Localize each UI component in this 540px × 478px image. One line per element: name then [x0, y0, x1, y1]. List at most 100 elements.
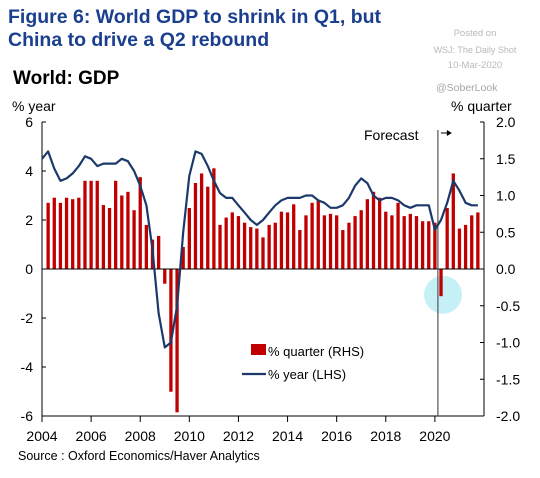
bar-quarter	[163, 269, 167, 284]
bar-quarter	[439, 269, 443, 297]
bar-quarter	[175, 269, 179, 413]
bar-quarter	[451, 173, 455, 269]
bar-quarter	[470, 215, 474, 269]
bar-quarter	[365, 199, 370, 269]
right-tick-label: -1.0	[496, 335, 520, 351]
bar-quarter	[193, 183, 198, 269]
bar-quarter	[322, 215, 327, 269]
bar-quarter	[156, 235, 161, 269]
figure-title: Figure 6: World GDP to shrink in Q1, but…	[8, 6, 382, 51]
bar-quarter	[218, 224, 222, 269]
x-tick-label: 2016	[321, 428, 352, 444]
bar-quarter	[52, 197, 56, 269]
left-tick-label: -4	[21, 359, 34, 375]
bar-quarter	[132, 210, 136, 269]
forecast-annotation: Forecast	[364, 127, 419, 143]
bar-quarter	[169, 269, 173, 392]
x-tick-label: 2014	[272, 428, 303, 444]
bar-quarter	[101, 205, 106, 269]
bar-quarter	[224, 217, 228, 269]
bar-quarter	[408, 213, 412, 269]
bar-quarter	[64, 197, 69, 269]
right-tick-label: -0.5	[496, 298, 520, 314]
bar-quarter	[71, 199, 75, 269]
bar-quarter	[359, 210, 363, 269]
bar-quarter	[310, 202, 314, 269]
bar-quarter	[476, 212, 480, 269]
left-tick-label: -6	[21, 408, 34, 424]
bar-quarter	[261, 237, 265, 269]
axes-layer: 6 4 2 0 -2 -4 -6 2.0 1.5 1.0 0.5 0.0 -0.5 -1.0 -1.5 -2.…	[21, 114, 521, 444]
x-tick-label: 2004	[26, 428, 57, 444]
forecast-arrow-head	[446, 130, 452, 136]
bar-quarter	[126, 191, 130, 269]
bar-quarter	[273, 222, 277, 269]
bar-quarter	[212, 168, 216, 269]
bar-quarter	[402, 216, 406, 269]
left-tick-label: 4	[25, 163, 33, 179]
bar-quarter	[292, 204, 296, 269]
bar-quarter	[206, 186, 210, 269]
bar-quarter	[298, 230, 302, 269]
bar-quarter	[58, 202, 63, 269]
line-layer	[41, 150, 478, 376]
posted-on-text: Posted on	[453, 28, 497, 39]
x-tick-label: 2020	[419, 428, 450, 444]
right-tick-label: 0.5	[496, 224, 516, 240]
bar-quarter	[255, 228, 259, 269]
bar-quarter	[187, 207, 191, 269]
bar-quarter	[377, 197, 382, 269]
right-tick-label: 2.0	[496, 114, 516, 130]
x-tick-label: 2010	[174, 428, 205, 444]
bar-quarter	[267, 224, 271, 269]
left-tick-label: 6	[25, 114, 33, 130]
x-tick-label: 2006	[76, 428, 107, 444]
posted-watermark: Posted on WSJ: The Daily Shot 10-Mar-202…	[420, 26, 530, 74]
left-tick-label: -2	[21, 310, 34, 326]
x-tick-label: 2012	[223, 428, 254, 444]
bar-quarter	[316, 200, 320, 269]
bar-quarter	[304, 215, 308, 269]
bar-quarter	[457, 228, 462, 269]
bar-quarter	[328, 213, 333, 269]
x-tick-label: 2008	[125, 428, 156, 444]
right-tick-label: 1.0	[496, 188, 516, 204]
legend-label-bars: % quarter (RHS)	[268, 344, 364, 359]
right-tick-label: -2.0	[496, 408, 520, 424]
bar-quarter	[371, 191, 376, 269]
posted-by-text: WSJ: The Daily Shot	[433, 45, 517, 55]
bar-quarter	[353, 216, 357, 269]
posted-date-text: 10-Mar-2020	[447, 60, 503, 71]
left-tick-label: 0	[25, 261, 33, 277]
bar-quarter	[433, 222, 437, 269]
bar-quarter	[83, 180, 87, 269]
bar-quarter	[114, 180, 118, 269]
bar-quarter	[335, 215, 339, 269]
chart-title: World: GDP	[13, 68, 120, 89]
bar-quarter	[427, 221, 431, 269]
left-axis-label: % year	[12, 98, 56, 114]
bar-quarter	[463, 224, 468, 269]
bar-quarter	[236, 216, 241, 269]
source-note: Source : Oxford Economics/Haver Analytic…	[18, 449, 260, 463]
bar-quarter	[396, 202, 400, 269]
line-year-series	[41, 150, 478, 349]
bar-quarter	[249, 227, 253, 269]
legend-label-line: % year (LHS)	[268, 367, 346, 382]
bar-quarter	[144, 224, 149, 269]
labels-layer: % year % quarter Forecast % quarter (RHS…	[12, 98, 512, 382]
bar-quarter	[445, 207, 449, 269]
right-tick-label: -1.5	[496, 371, 520, 387]
bar-quarter	[181, 246, 185, 269]
right-tick-label: 1.5	[496, 151, 516, 167]
bar-quarter	[77, 197, 81, 269]
right-tick-label: 0.0	[496, 261, 516, 277]
bar-quarter	[89, 180, 93, 269]
forecast-highlight-circle	[424, 275, 463, 314]
bar-quarter	[230, 212, 234, 269]
bar-quarter	[199, 173, 204, 269]
bar-quarter	[390, 215, 394, 269]
bar-quarter	[341, 230, 345, 269]
left-tick-label: 2	[25, 212, 33, 228]
